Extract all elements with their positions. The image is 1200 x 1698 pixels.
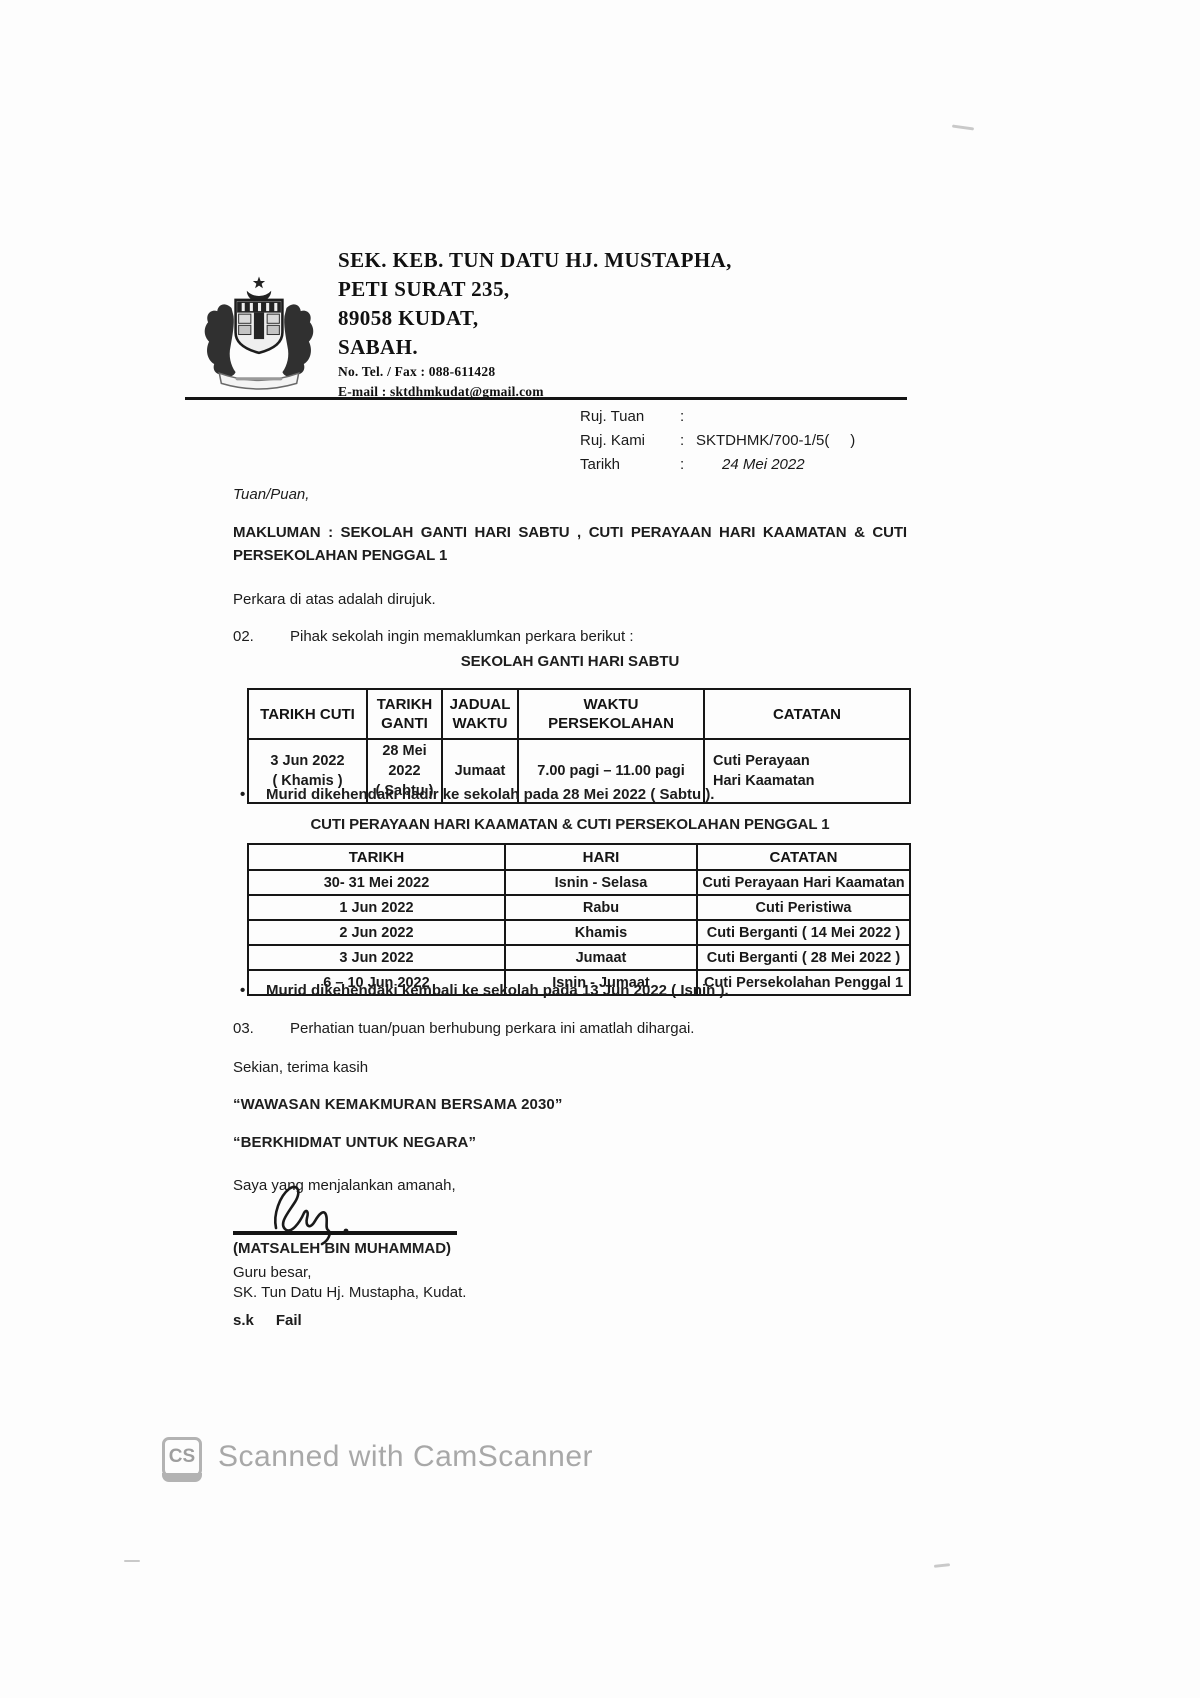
table2-row-4: 3 Jun 2022 Jumaat Cuti Berganti ( 28 Mei… (247, 944, 911, 971)
scan-artifact (124, 1560, 140, 1562)
table2-cell: Cuti Peristiwa (696, 894, 911, 921)
table1-header-tarikh-ganti: TARIKH GANTI (366, 688, 443, 740)
ref-row-ruj-kami: Ruj. Kami : SKTDHMK/700-1/5( ) (580, 429, 1000, 453)
malaysia-coat-of-arms-logo (203, 274, 315, 394)
table2-cell: Khamis (504, 919, 698, 946)
paragraph-03-text: Perhatian tuan/puan berhubung perkara in… (290, 1020, 695, 1037)
ruj-tuan-label: Ruj. Tuan (580, 408, 645, 425)
table1-cell-jadual-waktu: Jumaat (441, 738, 519, 804)
table1-header-tarikh-cuti: TARIKH CUTI (247, 688, 368, 740)
ruj-kami-label: Ruj. Kami (580, 432, 646, 449)
bullet-note-1: • Murid dikehendaki hadir ke sekolah pad… (240, 786, 900, 803)
table2-title: CUTI PERAYAAN HARI KAAMATAN & CUTI PERSE… (310, 816, 830, 833)
table1-header-row: TARIKH CUTI TARIKH GANTI JADUAL WAKTU WA… (247, 688, 911, 740)
paragraph-02-text: Pihak sekolah ingin memaklumkan perkara … (290, 628, 634, 645)
camscanner-logo-icon: CS (162, 1437, 202, 1482)
table2-cell: Rabu (504, 894, 698, 921)
school-phone: No. Tel. / Fax : 088-611428 (338, 364, 496, 379)
paragraph-03-number: 03. (233, 1020, 254, 1037)
paragraph-03: 03. Perhatian tuan/puan berhubung perkar… (233, 1018, 907, 1040)
table2-row-5: 6 – 10 Jun 2022 Isnin - Jumaat Cuti Pers… (247, 969, 911, 996)
letterhead-divider (185, 397, 907, 400)
signer-title: Guru besar, (233, 1264, 312, 1281)
table2-cell: Cuti Perayaan Hari Kaamatan (696, 869, 911, 896)
ruj-kami-value: SKTDHMK/700-1/5( ) (696, 432, 856, 449)
table2-row-2: 1 Jun 2022 Rabu Cuti Peristiwa (247, 894, 911, 921)
bullet-note-2: • Murid dikehendaki kembali ke sekolah p… (240, 982, 900, 999)
reference-block: Ruj. Tuan : Ruj. Kami : SKTDHMK/700-1/5(… (580, 405, 1000, 477)
signature-scribble-icon (274, 1185, 349, 1246)
school-address-line-3: SABAH. (338, 335, 419, 359)
table2-header-row: TARIKH HARI CATATAN (247, 843, 911, 871)
signer-name: (MATSALEH BIN MUHAMMAD) (233, 1240, 452, 1257)
slogan-berkhidmat: “BERKHIDMAT UNTUK NEGARA” (233, 1134, 477, 1151)
ruj-tuan-colon: : (680, 408, 685, 425)
ref-row-tarikh: Tarikh : 24 Mei 2022 (580, 453, 1000, 477)
letterhead: SEK. KEB. TUN DATU HJ. MUSTAPHA, PETI SU… (338, 246, 898, 402)
bullet-note-1-text: Murid dikehendaki hadir ke sekolah pada … (266, 786, 715, 803)
table2-cell: Cuti Berganti ( 28 Mei 2022 ) (696, 944, 911, 971)
signer-school: SK. Tun Datu Hj. Mustapha, Kudat. (233, 1284, 467, 1301)
bullet-icon: • (240, 982, 246, 999)
tarikh-colon: : (680, 456, 685, 473)
ref-row-ruj-tuan: Ruj. Tuan : (580, 405, 1000, 429)
table1-header-waktu-persekolahan: WAKTU PERSEKOLAHAN (517, 688, 705, 740)
table1-header-jadual-waktu: JADUAL WAKTU (441, 688, 519, 740)
paragraph-02: 02. Pihak sekolah ingin memaklumkan perk… (233, 626, 907, 648)
school-address-line-1: PETI SURAT 235, (338, 277, 510, 301)
bullet-icon: • (240, 786, 246, 803)
closing-thanks: Sekian, terima kasih (233, 1059, 369, 1076)
school-email: E-mail : sktdhmkudat@gmail.com (338, 384, 544, 399)
sk-value: Fail (275, 1312, 302, 1329)
table2-cell: Isnin - Jumaat (504, 969, 698, 996)
table2-cell: 1 Jun 2022 (247, 894, 506, 921)
table1-row: 3 Jun 2022 ( Khamis ) 28 Mei 2022 ( Sabt… (247, 738, 911, 804)
table1-cell-tarikh-ganti: 28 Mei 2022 ( Sabtu ) (366, 738, 443, 804)
school-name: SEK. KEB. TUN DATU HJ. MUSTAPHA, (338, 248, 732, 272)
sk-label: s.k (233, 1312, 254, 1329)
sk-gap (254, 1310, 276, 1332)
table1-header-catatan: CATATAN (703, 688, 911, 740)
ruj-kami-colon: : (680, 432, 685, 449)
slogan-wawasan: “WAWASAN KEMAKMURAN BERSAMA 2030” (233, 1096, 563, 1113)
paragraph-02-number: 02. (233, 628, 254, 645)
coat-of-arms-icon (204, 276, 314, 390)
table2-cell: Isnin - Selasa (504, 869, 698, 896)
saturday-replacement-table: TARIKH CUTI TARIKH GANTI JADUAL WAKTU WA… (247, 688, 911, 804)
table2-cell: Cuti Berganti ( 14 Mei 2022 ) (696, 919, 911, 946)
holiday-schedule-table: TARIKH HARI CATATAN 30- 31 Mei 2022 Isni… (247, 843, 911, 996)
table2-cell: Jumaat (504, 944, 698, 971)
table2-cell: 2 Jun 2022 (247, 919, 506, 946)
table2-row-1: 30- 31 Mei 2022 Isnin - Selasa Cuti Pera… (247, 869, 911, 896)
table2-cell: 3 Jun 2022 (247, 944, 506, 971)
table2-header-catatan: CATATAN (696, 843, 911, 871)
sk-line: s.k Fail (233, 1310, 302, 1332)
tarikh-value: 24 Mei 2022 (722, 456, 805, 473)
table2-header-hari: HARI (504, 843, 698, 871)
table2-row-3: 2 Jun 2022 Khamis Cuti Berganti ( 14 Mei… (247, 919, 911, 946)
table2-cell: 6 – 10 Jun 2022 (247, 969, 506, 996)
scan-artifact (933, 1563, 951, 1568)
table1-cell-waktu: 7.00 pagi – 11.00 pagi (517, 738, 705, 804)
scan-artifact (951, 124, 975, 131)
table1-cell-tarikh-cuti: 3 Jun 2022 ( Khamis ) (247, 738, 368, 804)
tarikh-label: Tarikh (580, 456, 621, 473)
signature-line (233, 1231, 457, 1235)
camscanner-watermark: CS Scanned with CamScanner (162, 1437, 594, 1482)
subject-line: MAKLUMAN : SEKOLAH GANTI HARI SABTU , CU… (233, 524, 907, 564)
camscanner-text: Scanned with CamScanner (218, 1440, 594, 1473)
table2-cell: Cuti Persekolahan Penggal 1 (696, 969, 911, 996)
paragraph-1: Perkara di atas adalah dirujuk. (233, 591, 436, 608)
table2-header-tarikh: TARIKH (247, 843, 506, 871)
table1-title: SEKOLAH GANTI HARI SABTU (460, 653, 680, 670)
table1-cell-catatan: Cuti Perayaan Hari Kaamatan (703, 738, 911, 804)
bullet-note-2-text: Murid dikehendaki kembali ke sekolah pad… (266, 982, 729, 999)
salutation: Tuan/Puan, (233, 486, 310, 503)
school-address-line-2: 89058 KUDAT, (338, 306, 479, 330)
table2-cell: 30- 31 Mei 2022 (247, 869, 506, 896)
